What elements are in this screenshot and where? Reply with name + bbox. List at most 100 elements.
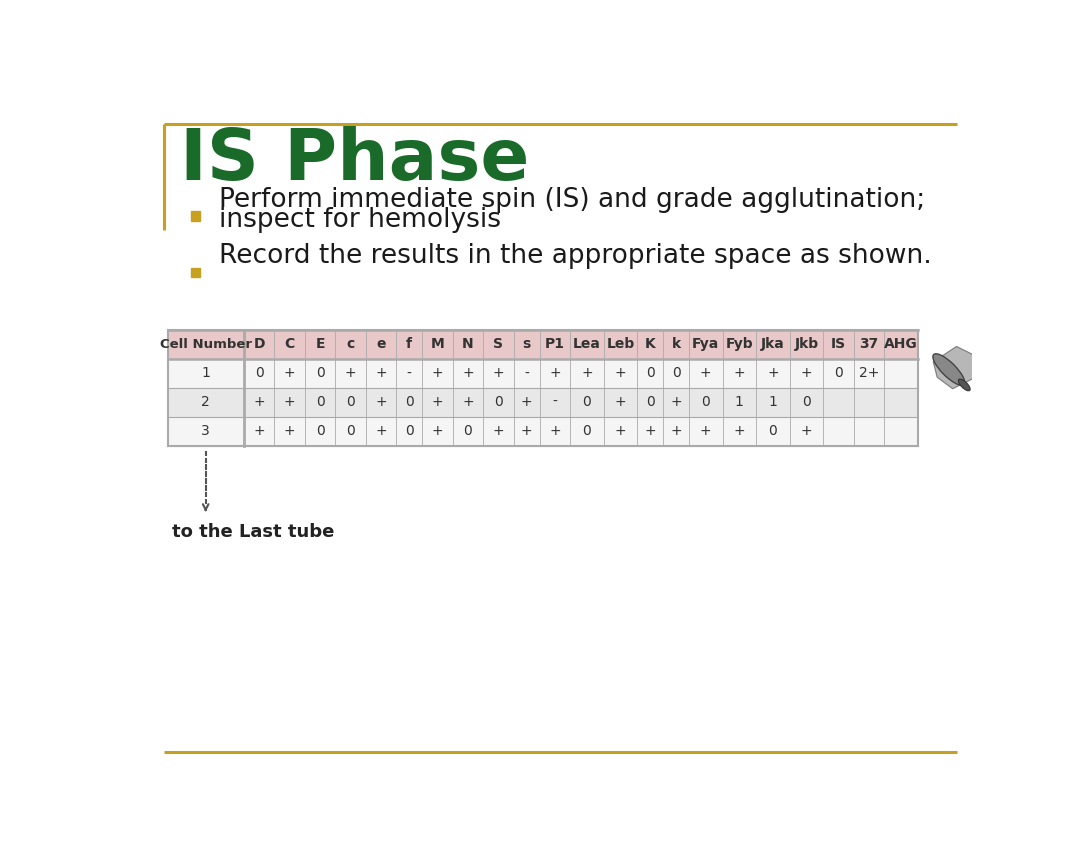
- Text: 0: 0: [463, 424, 472, 438]
- Text: inspect for hemolysis: inspect for hemolysis: [218, 207, 501, 233]
- Text: 0: 0: [315, 366, 324, 380]
- Text: +: +: [733, 424, 745, 438]
- Text: 1: 1: [769, 395, 778, 410]
- Text: +: +: [432, 424, 443, 438]
- Text: +: +: [253, 424, 265, 438]
- Bar: [167, 330, 918, 359]
- Text: 0: 0: [769, 424, 778, 438]
- Text: +: +: [521, 395, 532, 410]
- Text: f: f: [406, 338, 413, 352]
- Text: 0: 0: [494, 395, 503, 410]
- Text: +: +: [375, 366, 387, 380]
- Text: IS Phase: IS Phase: [180, 126, 529, 195]
- Text: +: +: [284, 366, 295, 380]
- Text: +: +: [615, 366, 626, 380]
- Text: +: +: [492, 366, 504, 380]
- Text: +: +: [375, 395, 387, 410]
- Text: 0: 0: [646, 366, 654, 380]
- Text: Cell Number: Cell Number: [160, 338, 252, 351]
- Text: 0: 0: [582, 395, 591, 410]
- Text: +: +: [700, 366, 712, 380]
- Text: +: +: [375, 424, 387, 438]
- Polygon shape: [933, 346, 980, 389]
- Text: to the Last tube: to the Last tube: [172, 523, 335, 541]
- Text: Leb: Leb: [606, 338, 635, 352]
- Text: +: +: [549, 424, 561, 438]
- Text: 0: 0: [315, 395, 324, 410]
- Text: D: D: [254, 338, 265, 352]
- Text: +: +: [800, 366, 812, 380]
- Text: +: +: [284, 424, 295, 438]
- Text: 0: 0: [582, 424, 591, 438]
- Text: C: C: [284, 338, 295, 352]
- Text: +: +: [615, 424, 626, 438]
- Text: Record the results in the appropriate space as shown.: Record the results in the appropriate sp…: [218, 244, 931, 270]
- Text: 0: 0: [646, 395, 654, 410]
- Text: 0: 0: [701, 395, 711, 410]
- Text: e: e: [376, 338, 386, 352]
- Text: 3: 3: [201, 424, 210, 438]
- Text: +: +: [615, 395, 626, 410]
- Text: +: +: [800, 424, 812, 438]
- Text: +: +: [432, 366, 443, 380]
- Text: 0: 0: [834, 366, 842, 380]
- Text: Fya: Fya: [692, 338, 719, 352]
- Text: +: +: [581, 366, 593, 380]
- Text: +: +: [432, 395, 443, 410]
- Text: -: -: [552, 395, 557, 410]
- Text: 0: 0: [347, 424, 355, 438]
- Text: 0: 0: [405, 395, 414, 410]
- Text: +: +: [700, 424, 712, 438]
- Text: K: K: [645, 338, 656, 352]
- Text: -: -: [407, 366, 411, 380]
- Text: +: +: [671, 424, 681, 438]
- Text: P1: P1: [544, 338, 565, 352]
- Bar: [167, 416, 918, 446]
- Bar: [191, 212, 200, 220]
- Text: N: N: [462, 338, 474, 352]
- Text: 0: 0: [315, 424, 324, 438]
- Text: Perform immediate spin (IS) and grade agglutination;: Perform immediate spin (IS) and grade ag…: [218, 187, 924, 213]
- Text: +: +: [284, 395, 295, 410]
- Text: +: +: [767, 366, 779, 380]
- Text: 0: 0: [347, 395, 355, 410]
- Text: AHG: AHG: [885, 338, 918, 352]
- Text: -: -: [524, 366, 529, 380]
- Text: 37: 37: [860, 338, 879, 352]
- Ellipse shape: [958, 379, 970, 391]
- Text: 2+: 2+: [859, 366, 879, 380]
- Text: +: +: [462, 395, 474, 410]
- Text: +: +: [492, 424, 504, 438]
- Text: M: M: [431, 338, 444, 352]
- Text: IS: IS: [831, 338, 846, 352]
- Bar: [167, 388, 918, 416]
- Text: 0: 0: [255, 366, 264, 380]
- Text: s: s: [523, 338, 530, 352]
- Text: +: +: [733, 366, 745, 380]
- Text: +: +: [521, 424, 532, 438]
- Text: 0: 0: [802, 395, 811, 410]
- Bar: [191, 268, 200, 277]
- Text: Jka: Jka: [761, 338, 785, 352]
- Text: +: +: [645, 424, 656, 438]
- Text: 0: 0: [405, 424, 414, 438]
- Text: Fyb: Fyb: [726, 338, 753, 352]
- Text: 0: 0: [672, 366, 680, 380]
- Text: S: S: [494, 338, 503, 352]
- Bar: [167, 359, 918, 388]
- Ellipse shape: [933, 353, 964, 385]
- Bar: [167, 330, 918, 446]
- Text: E: E: [315, 338, 325, 352]
- Text: +: +: [549, 366, 561, 380]
- Text: k: k: [672, 338, 680, 352]
- Text: +: +: [345, 366, 356, 380]
- Text: +: +: [253, 395, 265, 410]
- Text: Lea: Lea: [572, 338, 600, 352]
- Text: c: c: [347, 338, 354, 352]
- Text: 1: 1: [734, 395, 744, 410]
- Text: 1: 1: [201, 366, 211, 380]
- Text: +: +: [462, 366, 474, 380]
- Text: +: +: [671, 395, 681, 410]
- Text: Jkb: Jkb: [795, 338, 819, 352]
- Text: 2: 2: [201, 395, 210, 410]
